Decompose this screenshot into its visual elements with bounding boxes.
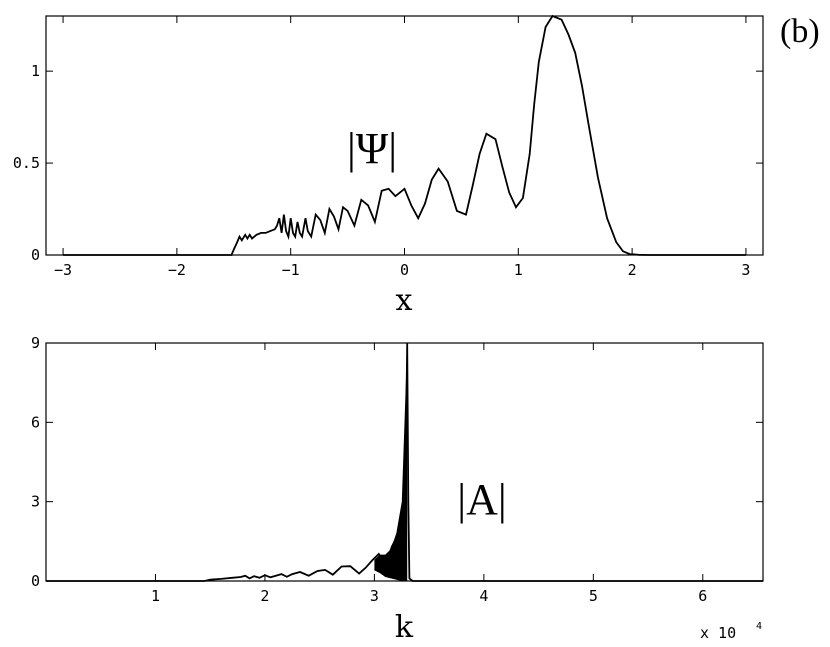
bottom-filled-band <box>374 343 408 581</box>
bottom-x-tick-label: 6 <box>698 587 707 605</box>
bottom-x-tick-label: 4 <box>479 587 488 605</box>
top-x-axis-label: x <box>396 283 413 318</box>
top-y-tick-label: 0 <box>31 246 40 264</box>
top-panel: −3 −2 −1 0 1 2 3 00.51 x |Ψ| <box>13 14 764 318</box>
top-x-tick-label: 0 <box>400 261 409 279</box>
top-x-tick-label: −3 <box>54 261 72 279</box>
top-x-axis: −3 −2 −1 0 1 2 3 <box>54 16 750 279</box>
bottom-y-tick-label: 3 <box>31 493 40 511</box>
axis-multiplier-exponent: 4 <box>756 621 762 632</box>
bottom-y-tick-label: 6 <box>31 413 40 431</box>
top-x-tick-label: 3 <box>741 261 750 279</box>
top-x-tick-label: −2 <box>168 261 186 279</box>
top-x-tick-label: −1 <box>282 261 300 279</box>
top-annotation: |Ψ| <box>347 124 397 173</box>
bottom-x-tick-label: 3 <box>370 587 379 605</box>
top-y-tick-label: 1 <box>31 62 40 80</box>
top-plot-frame <box>45 15 764 256</box>
panel-label: (b) <box>780 13 820 50</box>
top-y-axis: 00.51 <box>13 62 763 264</box>
top-x-tick-label: 1 <box>514 261 523 279</box>
bottom-series-line <box>46 342 763 582</box>
bottom-x-tick-label: 5 <box>589 587 598 605</box>
top-y-tick-label: 0.5 <box>13 154 40 172</box>
top-series-line <box>63 14 746 256</box>
bottom-x-tick-label: 1 <box>151 587 160 605</box>
bottom-annotation: |A| <box>457 475 506 524</box>
top-x-tick-label: 2 <box>628 261 637 279</box>
axis-multiplier: x 10 <box>700 624 736 642</box>
bottom-x-axis-label: k <box>395 610 414 645</box>
bottom-y-tick-label: 0 <box>31 572 40 590</box>
bottom-y-tick-label: 9 <box>31 334 40 352</box>
bottom-x-axis: 1 2 3 4 5 6 <box>151 343 707 605</box>
bottom-x-tick-label: 2 <box>260 587 269 605</box>
bottom-panel: 1 2 3 4 5 6 0 3 6 9 k |A| x 10 4 <box>31 334 764 645</box>
